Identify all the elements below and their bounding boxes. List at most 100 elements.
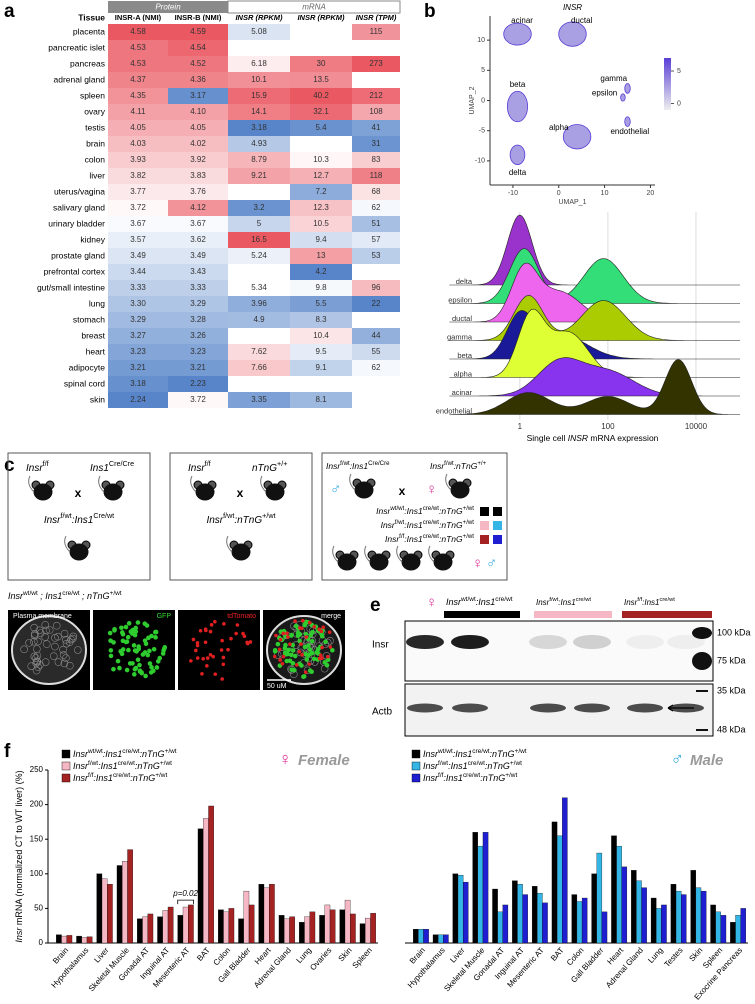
- cell-text: 4.36: [190, 75, 206, 84]
- panel-label: c: [4, 455, 15, 476]
- color-key: [480, 507, 489, 516]
- table-cell: [352, 264, 400, 280]
- bar: [290, 917, 295, 943]
- label-part: :Ins1: [453, 749, 473, 759]
- label-part: +/wt: [110, 590, 122, 597]
- cell-text: 4.54: [190, 43, 206, 52]
- cell-text: 3.44: [130, 267, 146, 276]
- label-part: Single cell: [527, 433, 568, 443]
- bar: [453, 874, 458, 943]
- panel-label: f: [4, 741, 11, 762]
- color-key: [493, 521, 502, 530]
- nucleus: [125, 668, 130, 673]
- cell-text: 9.21: [251, 171, 267, 180]
- mouse-head: [338, 554, 357, 571]
- nucleus: [300, 627, 304, 631]
- nucleus: [300, 653, 304, 657]
- panel-label: a: [4, 1, 15, 22]
- cell-text: 55: [372, 347, 381, 356]
- protein-label: Insr: [372, 640, 389, 651]
- nucleus: [308, 621, 312, 625]
- cell-text: 3.92: [190, 155, 206, 164]
- bar: [284, 919, 289, 943]
- nucleus: [281, 632, 285, 636]
- nucleus: [222, 622, 226, 626]
- cluster-label: epsilon: [592, 88, 617, 97]
- cell-text: 9.5: [315, 347, 327, 356]
- bar: [203, 818, 208, 943]
- cell-text: 3.23: [190, 347, 206, 356]
- legend-label: Insrwt/wt:Ins1cre/wt:nTnG+/wt: [73, 748, 177, 760]
- cell-text: 51: [372, 219, 381, 228]
- bar: [552, 822, 557, 943]
- nucleus: [283, 650, 288, 655]
- label-part: f/f: [43, 459, 49, 468]
- nucleus: [281, 662, 285, 666]
- label: Insrwt/wt ; Ins1cre/wt ; nTnG+/wt: [8, 590, 122, 602]
- colorbar-label: 5: [677, 68, 681, 75]
- cell-text: 31: [372, 139, 381, 148]
- label: Insrf/f: [26, 459, 49, 474]
- ridge-label: beta: [457, 351, 472, 360]
- label-part: :nTnG: [140, 749, 165, 759]
- nucleus: [127, 621, 132, 626]
- membrane: [12, 616, 86, 684]
- nucleus: [125, 639, 130, 644]
- nucleus: [119, 625, 124, 630]
- nucleus: [126, 635, 131, 640]
- nucleus: [304, 670, 308, 674]
- x-tick-label: 100: [601, 422, 615, 431]
- y-tick-label: 100: [30, 869, 44, 878]
- cell-text: 4.53: [130, 59, 146, 68]
- label-part: :Ins1: [476, 597, 496, 607]
- nucleus: [293, 619, 297, 623]
- label: Ins1Cre/Cre: [90, 459, 134, 474]
- nucleus: [112, 628, 117, 633]
- label-part: Insr: [326, 461, 341, 471]
- bar: [562, 798, 567, 943]
- sex-symbol: ♀: [472, 555, 483, 572]
- y-tick-label: -5: [479, 128, 485, 135]
- nucleus: [288, 642, 292, 646]
- cell-text: 3.33: [190, 283, 206, 292]
- label-part: cre/wt: [423, 505, 440, 512]
- sex-symbol: ♂: [330, 481, 341, 498]
- label-part: cre/wt: [113, 772, 130, 779]
- x-tick-label: BAT: [549, 946, 566, 963]
- label-part: Insr: [423, 773, 439, 783]
- nucleus: [204, 640, 208, 644]
- nucleus: [310, 639, 315, 644]
- cell-text: 115: [370, 27, 383, 36]
- cell-text: 5.34: [251, 283, 267, 292]
- mouse-head: [402, 554, 421, 571]
- cell-text: 4.02: [190, 139, 206, 148]
- nucleus: [121, 639, 126, 644]
- nucleus: [155, 665, 160, 670]
- bar: [730, 922, 735, 943]
- label-part: :Ins1: [404, 534, 423, 544]
- group-header: Protein: [155, 3, 181, 12]
- label-part: :Ins1: [443, 773, 463, 783]
- label-part: +/+: [277, 459, 287, 468]
- cell-text: 4.12: [190, 203, 206, 212]
- bar: [360, 924, 365, 943]
- cluster-label: alpha: [549, 123, 569, 132]
- color-key: [493, 507, 502, 516]
- label-part: +/wt: [505, 772, 517, 779]
- bar: [350, 914, 355, 943]
- nucleus: [121, 647, 126, 652]
- label-part: :Ins1: [448, 761, 468, 771]
- nucleus: [196, 644, 200, 648]
- table-cell: [352, 392, 400, 408]
- cell-text: 3.82: [130, 171, 146, 180]
- label-part: f/wt: [549, 597, 558, 603]
- nucleus: [141, 652, 146, 657]
- mouse-head: [434, 554, 453, 571]
- nucleus: [241, 632, 245, 636]
- label-part: :Ins1: [350, 461, 369, 471]
- label-part: f/wt: [88, 760, 98, 767]
- label-part: wt/wt: [389, 505, 404, 512]
- label-part: f/wt: [340, 460, 350, 467]
- label-part: cre/wt: [576, 597, 592, 603]
- cell-text: 3.18: [130, 379, 146, 388]
